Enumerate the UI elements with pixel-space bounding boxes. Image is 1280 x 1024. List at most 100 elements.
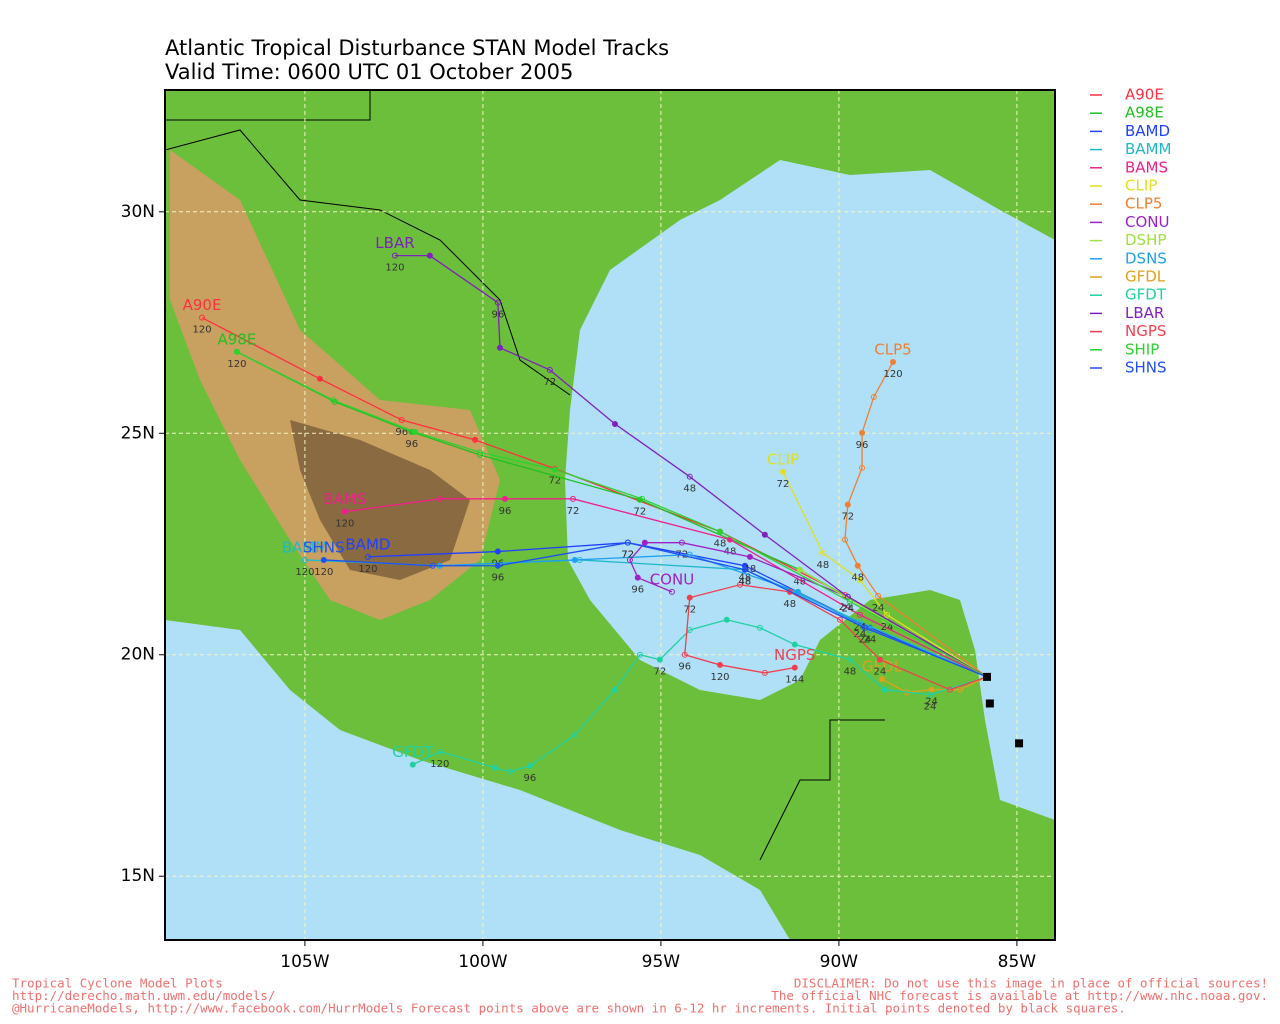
track-point <box>639 495 646 502</box>
hour-label: 24 <box>872 603 885 614</box>
hour-label: 24 <box>854 622 867 633</box>
hour-label: 48 <box>793 577 806 588</box>
track-point <box>836 616 843 623</box>
track-point <box>686 594 693 601</box>
track-point <box>844 593 851 600</box>
track-point <box>956 686 963 693</box>
track-label: GFDL <box>862 658 903 676</box>
hour-label: 24 <box>924 702 937 713</box>
track-point <box>746 553 753 560</box>
hour-label: 24 <box>881 622 894 633</box>
hour-label: 72 <box>621 550 634 561</box>
hour-label: 72 <box>777 479 790 490</box>
track-point <box>761 531 768 538</box>
track-point <box>501 495 508 502</box>
hour-label: 48 <box>844 667 857 678</box>
hour-label: 48 <box>714 539 727 550</box>
y-tick-label: 15N <box>121 866 155 886</box>
pacific-ocean <box>165 620 790 940</box>
track-point <box>780 468 787 475</box>
hour-label: 120 <box>710 672 729 683</box>
track-label: A90E <box>183 296 222 314</box>
track-point <box>686 473 693 480</box>
hour-label: 120 <box>358 564 377 575</box>
footer-text: The official NHC forecast is available a… <box>771 988 1268 1003</box>
track-point <box>301 556 308 563</box>
track-point <box>791 641 798 648</box>
track-point <box>876 656 883 663</box>
track-point <box>477 449 484 456</box>
track-line <box>684 584 988 691</box>
track-point <box>791 664 798 671</box>
track-point <box>436 495 443 502</box>
track-point <box>398 416 405 423</box>
track-point <box>883 611 890 618</box>
x-tick-label: 85W <box>998 952 1037 972</box>
hour-label: 48 <box>817 560 830 571</box>
track-point <box>856 611 863 618</box>
hour-label: 24 <box>925 697 938 708</box>
x-tick-label: 105W <box>280 952 329 972</box>
grid <box>159 90 1055 946</box>
track-point <box>796 566 803 573</box>
track-point <box>928 686 935 693</box>
track-label: NGPS <box>774 646 815 664</box>
chart-subtitle: Valid Time: 0600 UTC 01 October 2005 <box>165 60 573 84</box>
hour-label: 72 <box>548 476 561 487</box>
track-point <box>526 762 533 769</box>
track-label: BAMD <box>345 535 390 553</box>
track-point <box>571 556 578 563</box>
hour-label: 120 <box>227 359 246 370</box>
y-tick-label: 25N <box>121 423 155 443</box>
hour-label: 48 <box>744 564 757 575</box>
hour-label: 96 <box>491 573 504 584</box>
track-point <box>611 420 618 427</box>
map-frame <box>164 89 1056 941</box>
track-point <box>794 588 801 595</box>
track-point <box>878 676 885 683</box>
hour-label: 72 <box>621 550 634 561</box>
track-point <box>506 768 513 775</box>
track-point <box>411 428 418 435</box>
initial-point <box>985 699 994 708</box>
track-point <box>870 393 877 400</box>
hour-label: 24 <box>864 635 877 646</box>
hour-label: 120 <box>385 263 404 274</box>
track-line <box>394 255 988 678</box>
track-point <box>846 656 853 663</box>
track-point <box>861 624 868 631</box>
track-point <box>875 592 882 599</box>
track-label: SHNS <box>303 538 345 556</box>
hour-label: 72 <box>543 377 556 388</box>
track-point <box>859 464 866 471</box>
hour-label: 24 <box>841 604 854 615</box>
track-point <box>866 626 873 633</box>
track-line <box>629 542 988 678</box>
hour-label: 48 <box>739 577 752 588</box>
legend-label: GFDL <box>1125 268 1166 286</box>
track-point <box>681 651 688 658</box>
track-point <box>890 358 897 365</box>
hour-label: 24 <box>859 635 872 646</box>
track-point <box>624 539 631 546</box>
track-point <box>668 588 675 595</box>
legend-label: CONU <box>1125 213 1169 231</box>
tracks: 24 48 72 96 120 A90E 48 72 96 120 A98E 24 48 72 96 120 B… <box>183 234 1024 784</box>
hour-label: 72 <box>841 512 854 523</box>
legend-label: CLP5 <box>1125 195 1162 213</box>
hour-label: 120 <box>430 759 449 770</box>
border <box>165 129 571 396</box>
legend-label: DSNS <box>1125 249 1167 267</box>
track-point <box>409 761 416 768</box>
y-tick-label: 30N <box>121 202 155 222</box>
track-point <box>316 375 323 382</box>
track-point <box>233 348 240 355</box>
legend-label: SHNS <box>1125 359 1167 377</box>
track-point <box>656 656 663 663</box>
chart-title: Atlantic Tropical Disturbance STAN Model… <box>165 36 669 60</box>
hour-label: 24 <box>873 667 886 678</box>
track-point <box>472 436 479 443</box>
track-point <box>551 466 558 473</box>
